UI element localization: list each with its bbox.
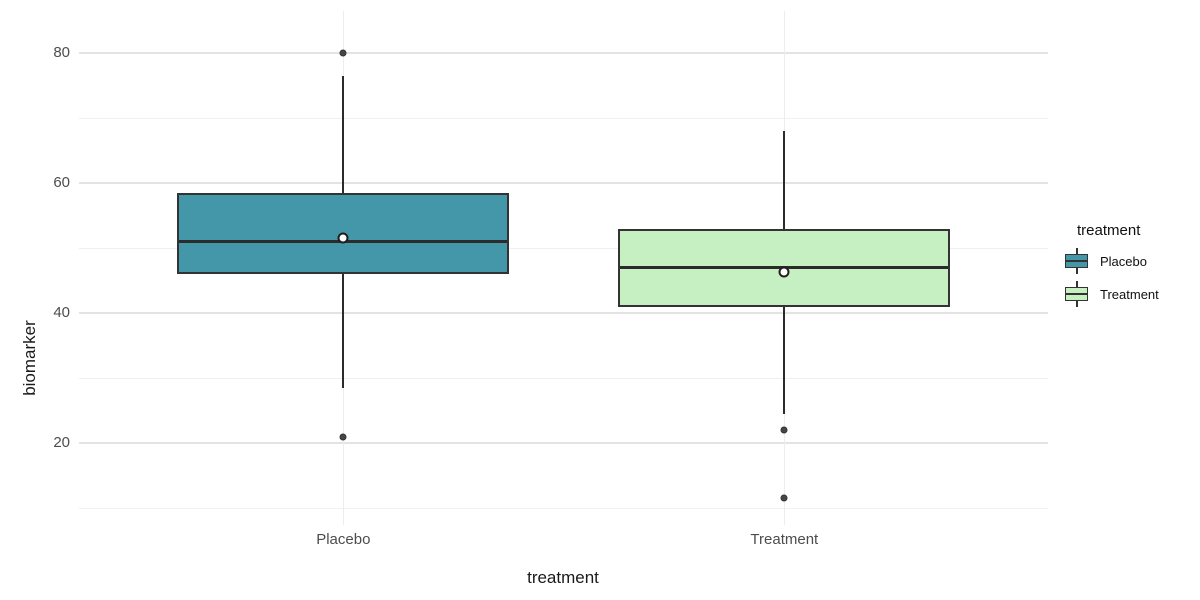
- gridline-major: [79, 52, 1048, 55]
- lower-whisker: [342, 274, 345, 388]
- legend-label: Treatment: [1100, 286, 1159, 302]
- gridline-major: [79, 442, 1048, 445]
- y-tick-label: 60: [53, 174, 70, 192]
- gridline-minor: [79, 508, 1048, 510]
- x-axis-title: treatment: [527, 568, 599, 587]
- key-median: [1065, 293, 1088, 295]
- box-iqr: [177, 192, 510, 275]
- outlier-point: [780, 426, 788, 434]
- gridline-minor: [79, 378, 1048, 380]
- legend-entries: Placebo Treatment: [1065, 248, 1159, 307]
- upper-whisker: [783, 131, 786, 229]
- y-tick-label: 20: [53, 434, 70, 452]
- y-tick-label: 80: [53, 44, 70, 62]
- y-tick-label: 40: [53, 304, 70, 322]
- legend-title: treatment: [1077, 222, 1141, 239]
- legend: treatment Placebo Treatment: [1065, 222, 1159, 314]
- gridline-minor: [79, 118, 1048, 120]
- boxplot-key-icon: [1065, 248, 1088, 274]
- gridline-major: [79, 182, 1048, 185]
- x-tick-label: Treatment: [750, 531, 819, 548]
- outlier-point: [339, 433, 347, 441]
- y-axis-title: biomarker: [20, 320, 39, 396]
- gridline-major: [79, 312, 1048, 315]
- x-tick-label: Placebo: [316, 531, 371, 548]
- upper-whisker: [342, 75, 345, 193]
- y-axis-title-wrap: biomarker: [6, 124, 39, 396]
- gridline-minor: [79, 248, 1048, 250]
- mean-point: [778, 266, 790, 278]
- legend-entry-placebo: Placebo: [1065, 248, 1159, 274]
- legend-entry-treatment: Treatment: [1065, 281, 1159, 307]
- legend-label: Placebo: [1100, 253, 1147, 269]
- key-median: [1065, 260, 1088, 262]
- boxplot-key-icon: [1065, 281, 1088, 307]
- outlier-point: [780, 494, 788, 502]
- lower-whisker: [783, 306, 786, 414]
- outlier-point: [339, 49, 347, 57]
- mean-point: [337, 232, 349, 244]
